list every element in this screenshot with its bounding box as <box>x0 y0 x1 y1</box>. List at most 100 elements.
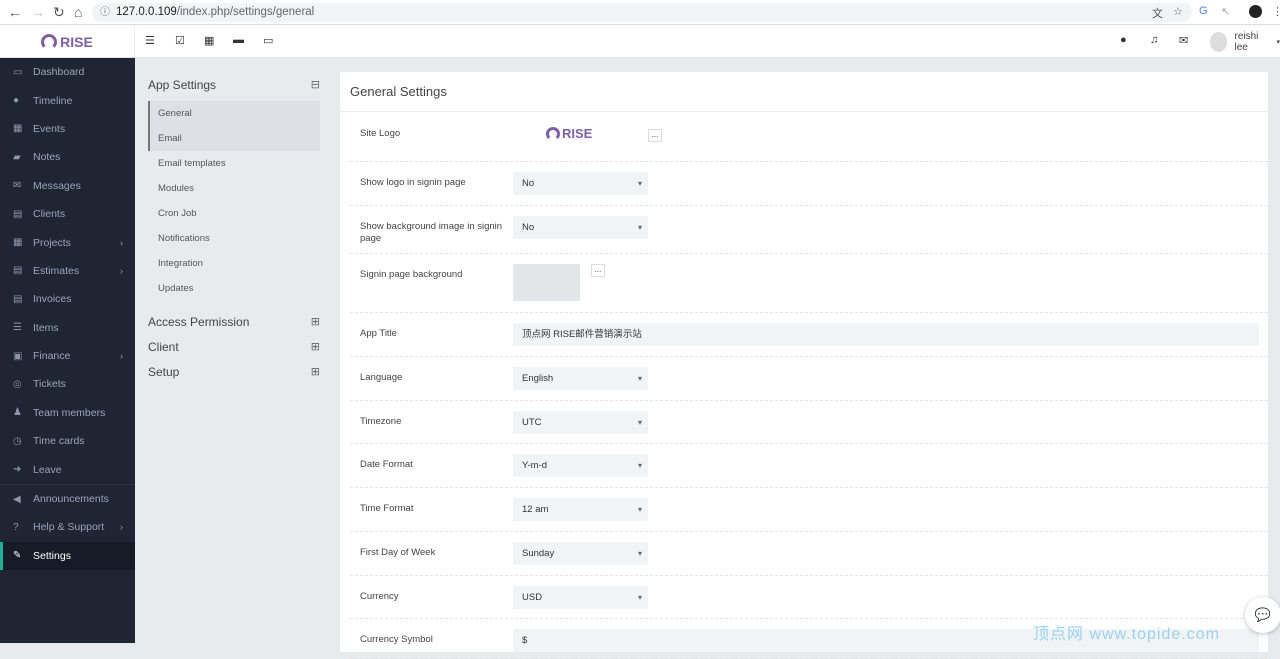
sidebar-item-clients[interactable]: ▤ Clients <box>0 200 135 228</box>
home-icon[interactable]: ⌂ <box>74 4 83 20</box>
field-label: Currency <box>360 591 399 602</box>
expand-icon[interactable]: ⊞ <box>310 366 320 378</box>
sidebar-item-finance[interactable]: ▣ Finance › <box>0 342 135 370</box>
menu-icon[interactable]: ⋮ <box>1272 6 1280 18</box>
back-icon[interactable]: ← <box>8 4 22 20</box>
app-settings-header[interactable]: App Settings ⊟ <box>148 72 320 97</box>
upload-background-button[interactable]: ... <box>591 264 605 277</box>
settings-section-client[interactable]: Client ⊞ <box>148 334 320 359</box>
settings-menu-item-notifications[interactable]: Notifications <box>158 233 210 244</box>
messages-icon: ✉ <box>13 180 22 192</box>
sidebar-item-label: Team members <box>33 406 106 419</box>
sidebar-item-team-members[interactable]: ♟ Team members <box>0 399 135 427</box>
watermark: 顶点网 www.topide.com <box>1033 626 1220 643</box>
setting-row-currency: Currency USD <box>350 576 1268 619</box>
settings-menu-item-integration[interactable]: Integration <box>158 258 203 269</box>
globe-icon[interactable]: ● <box>1120 34 1127 46</box>
sidebar: ▭ Dashboard ● Timeline ▦ Events ▰ Notes ✉ Message… <box>0 58 135 643</box>
sidebar-item-items[interactable]: ☰ Items <box>0 314 135 342</box>
general-settings-panel: General Settings Site Logo RISE... Show lo… <box>340 72 1268 659</box>
sidebar-item-dashboard[interactable]: ▭ Dashboard <box>0 58 135 86</box>
show-background-image-in-signin-page-select[interactable]: No <box>513 216 648 239</box>
sidebar-item-label: Announcements <box>33 493 109 506</box>
settings-menu-item-modules[interactable]: Modules <box>158 183 194 194</box>
sidebar-item-help-support[interactable]: ? Help & Support › <box>0 513 135 541</box>
field-label: Signin page background <box>360 269 463 280</box>
settings-section-access-permission[interactable]: Access Permission ⊞ <box>148 309 320 334</box>
bell-icon[interactable]: ♫ <box>1150 34 1159 46</box>
sidebar-toggle-icon[interactable]: ☰ <box>145 35 155 47</box>
sidebar-item-label: Dashboard <box>33 66 85 79</box>
todo-icon[interactable]: ☑ <box>175 35 185 47</box>
sidebar-item-settings[interactable]: ✎ Settings <box>0 541 135 571</box>
notes-icon: ▰ <box>13 151 21 163</box>
date-format-select[interactable]: Y-m-d <box>513 454 648 477</box>
settings-menu-item-updates[interactable]: Updates <box>158 283 194 294</box>
chat-icon: 💬 <box>1254 607 1272 622</box>
projects-icon: ▦ <box>13 237 23 249</box>
sidebar-item-projects[interactable]: ▦ Projects › <box>0 228 135 256</box>
sidebar-item-label: Clients <box>33 208 66 221</box>
language-select[interactable]: English <box>513 367 648 390</box>
expand-icon[interactable]: ⊞ <box>310 341 320 353</box>
settings-section-setup[interactable]: Setup ⊞ <box>148 359 320 384</box>
info-icon: ⓘ <box>100 7 110 18</box>
sidebar-item-notes[interactable]: ▰ Notes <box>0 143 135 171</box>
settings-menu-item-general[interactable]: General <box>148 101 320 126</box>
chat-button[interactable]: 💬 <box>1245 597 1280 633</box>
mail-icon[interactable]: ✉ <box>1179 35 1189 47</box>
sidebar-item-events[interactable]: ▦ Events <box>0 115 135 143</box>
google-translate-icon[interactable]: G <box>1199 5 1208 17</box>
app-title-input[interactable]: 顶点网 RISE邮件营销演示站 <box>513 323 1259 346</box>
monitor-icon[interactable]: ▭ <box>263 35 274 47</box>
logo[interactable]: RISE <box>0 25 135 58</box>
user-menu[interactable]: reishi lee ▾ <box>1210 31 1280 53</box>
sidebar-item-time-cards[interactable]: ◷ Time cards <box>0 427 135 455</box>
leave-icon: ➜ <box>13 464 22 476</box>
timezone-select[interactable]: UTC <box>513 411 648 434</box>
expand-icon[interactable]: ⊞ <box>310 316 320 328</box>
background-preview <box>513 264 580 301</box>
estimates-icon: ▤ <box>13 265 23 277</box>
sidebar-item-label: Items <box>33 321 59 334</box>
sidebar-divider <box>0 483 135 485</box>
briefcase-icon[interactable]: ▬ <box>233 34 244 46</box>
sidebar-item-label: Projects <box>33 236 71 249</box>
time-format-select[interactable]: 12 am <box>513 498 648 521</box>
extension-icon[interactable]: ↖ <box>1221 6 1231 18</box>
collapse-icon[interactable]: ⊟ <box>310 79 320 91</box>
sidebar-item-announcements[interactable]: ◀ Announcements <box>0 485 135 513</box>
reload-icon[interactable]: ↻ <box>53 4 65 20</box>
grid-icon[interactable]: ▦ <box>204 35 215 47</box>
settings-menu-item-email[interactable]: Email <box>148 126 320 151</box>
first-day-of-week-select[interactable]: Sunday <box>513 542 648 565</box>
field-label: Time Format <box>360 503 414 514</box>
sidebar-item-messages[interactable]: ✉ Messages <box>0 172 135 200</box>
sidebar-item-timeline[interactable]: ● Timeline <box>0 86 135 114</box>
field-label: App Title <box>360 328 397 339</box>
settings-menu-item-cron-job[interactable]: Cron Job <box>158 208 197 219</box>
sidebar-item-estimates[interactable]: ▤ Estimates › <box>0 257 135 285</box>
section-label: Setup <box>148 364 180 379</box>
bookmark-star-icon[interactable]: ☆ <box>1173 6 1183 18</box>
upload-logo-button[interactable]: ... <box>648 129 662 142</box>
settings-icon: ✎ <box>13 550 22 562</box>
sidebar-item-label: Settings <box>33 549 71 562</box>
sidebar-item-label: Events <box>33 122 66 135</box>
forward-icon[interactable]: → <box>31 4 45 20</box>
setting-row-time-format: Time Format 12 am <box>350 488 1268 532</box>
currency-select[interactable]: USD <box>513 586 648 609</box>
app-settings-label: App Settings <box>148 77 217 92</box>
settings-menu-item-email-templates[interactable]: Email templates <box>158 158 226 169</box>
sidebar-item-leave[interactable]: ➜ Leave <box>0 455 135 483</box>
sidebar-item-tickets[interactable]: ◎ Tickets <box>0 370 135 398</box>
logo-text: RISE <box>60 33 93 50</box>
address-bar[interactable]: ⓘ 127.0.0.109/index.php/settings/general <box>92 3 1192 22</box>
field-label: Show logo in signin page <box>360 177 466 188</box>
sidebar-item-invoices[interactable]: ▤ Invoices <box>0 285 135 313</box>
translate-icon[interactable]: 文 <box>1152 8 1163 20</box>
team-members-icon: ♟ <box>13 407 22 419</box>
profile-icon[interactable] <box>1249 5 1262 18</box>
show-logo-in-signin-page-select[interactable]: No <box>513 172 648 195</box>
site-logo-preview: RISE <box>546 126 592 141</box>
